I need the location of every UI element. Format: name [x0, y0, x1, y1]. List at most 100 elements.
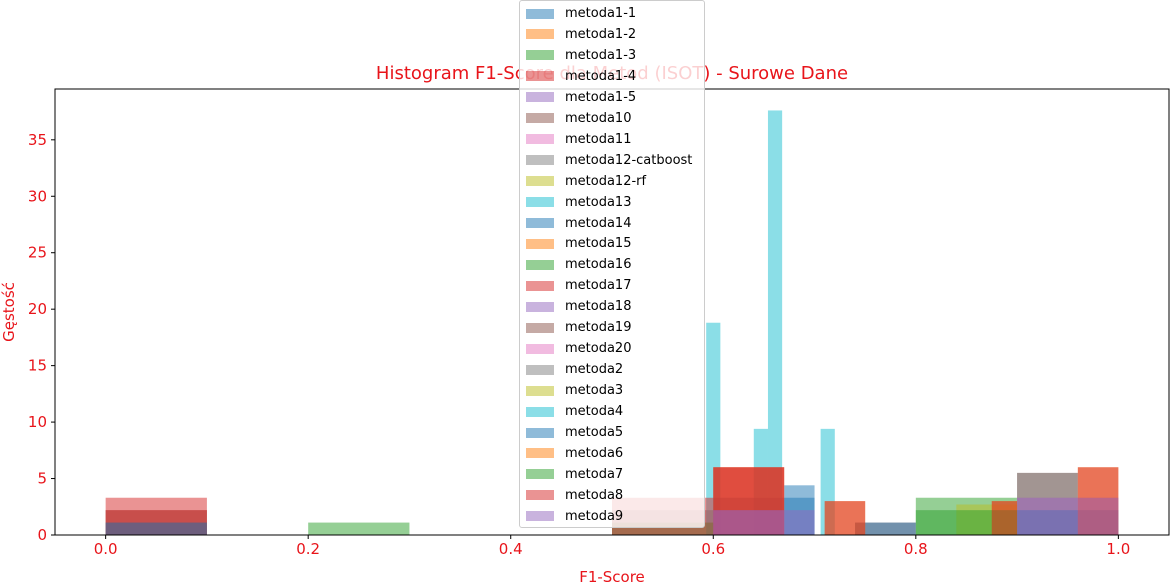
y-tick-label-6: 30: [28, 187, 47, 205]
legend-label-metoda17: metoda17: [565, 278, 632, 294]
legend-swatch-metoda14: [526, 218, 554, 228]
legend-item-metoda18: metoda18: [526, 296, 631, 317]
legend-label-metoda9: metoda9: [565, 508, 624, 524]
legend-item-metoda10: metoda10: [526, 108, 631, 129]
legend-swatch-metoda10: [526, 113, 554, 124]
legend-item-metoda8: metoda8: [526, 485, 623, 506]
legend-label-metoda12-catboost: metoda12-catboost: [565, 152, 693, 168]
legend-item-metoda19: metoda19: [526, 317, 631, 338]
legend-label-metoda19: metoda19: [565, 320, 632, 336]
y-tick-label-1: 5: [37, 470, 47, 488]
legend-item-metoda1-3: metoda1-3: [526, 45, 636, 66]
legend-item-metoda12-rf: metoda12-rf: [526, 171, 646, 192]
y-tick-label-3: 15: [28, 357, 47, 375]
bar-metoda16-0: [308, 522, 410, 535]
legend-label-metoda10: metoda10: [565, 110, 632, 126]
bar-metoda8-1: [824, 501, 866, 535]
x-tick-label-2: 0.4: [499, 540, 523, 558]
x-tick-label-3: 0.6: [701, 540, 725, 558]
legend-swatch-metoda6: [526, 448, 554, 459]
legend-swatch-metoda7: [526, 469, 554, 480]
x-axis-ticks: 0.0 0.2 0.4 0.6 0.8 1.0: [94, 535, 1130, 558]
bar-metoda13-2: [767, 110, 783, 535]
y-tick-label-5: 25: [28, 244, 47, 262]
legend-item-metoda20: metoda20: [526, 338, 631, 359]
legend-item-metoda1-2: metoda1-2: [526, 24, 636, 45]
legend: metoda1-1 metoda1-2 metoda1-3 metoda1-4 meto…: [519, 0, 705, 528]
legend-item-metoda6: metoda6: [526, 443, 623, 464]
y-axis-ticks: 0 5 10 15 20 25 30 35: [28, 131, 55, 544]
x-axis-label: F1-Score: [579, 568, 645, 586]
legend-swatch-metoda1-2: [526, 29, 554, 40]
legend-swatch-metoda2: [526, 364, 554, 375]
legend-label-metoda1-4: metoda1-4: [565, 68, 637, 84]
x-tick-label-5: 1.0: [1106, 540, 1130, 558]
legend-label-metoda12-rf: metoda12-rf: [565, 173, 647, 189]
legend-item-metoda16: metoda16: [526, 254, 631, 275]
legend-label-metoda5: metoda5: [565, 425, 624, 440]
legend-swatch-metoda13: [526, 197, 554, 208]
legend-label-metoda15: metoda15: [565, 236, 632, 252]
x-tick-label-1: 0.2: [296, 540, 320, 558]
legend-swatch-metoda4: [526, 406, 554, 417]
legend-label-metoda2: metoda2: [565, 362, 624, 378]
legend-swatch-metoda1-5: [526, 92, 554, 103]
legend-item-metoda2: metoda2: [526, 359, 623, 380]
legend-swatch-metoda20: [526, 343, 554, 354]
legend-item-metoda1-4: metoda1-4: [526, 66, 636, 87]
legend-item-metoda11: metoda11: [526, 129, 631, 150]
legend-label-metoda1-3: metoda1-3: [565, 47, 637, 63]
legend-label-metoda7: metoda7: [565, 466, 624, 482]
legend-label-metoda1-5: metoda1-5: [565, 89, 637, 105]
legend-item-metoda7: metoda7: [526, 464, 623, 485]
legend-item-metoda1-1: metoda1-1: [526, 3, 636, 24]
legend-item-metoda13: metoda13: [526, 192, 631, 213]
legend-swatch-metoda3: [526, 385, 554, 396]
legend-item-metoda1-5: metoda1-5: [526, 87, 636, 108]
legend-label-metoda13: metoda13: [565, 194, 632, 210]
legend-label-metoda8: metoda8: [565, 487, 624, 503]
bar-metoda8-3: [991, 501, 1018, 535]
y-axis-label: Gęstość: [0, 282, 18, 342]
bar-metoda5-1: [855, 522, 916, 535]
legend-swatch-metoda15: [526, 238, 554, 249]
legend-swatch-metoda1-4: [526, 71, 554, 82]
legend-swatch-metoda1-1: [526, 8, 554, 19]
legend-swatch-metoda18: [526, 301, 554, 312]
legend-label-metoda14: metoda14: [565, 215, 632, 231]
legend-label-metoda18: metoda18: [565, 299, 632, 315]
legend-swatch-metoda5: [526, 427, 554, 438]
x-tick-label-4: 0.8: [904, 540, 928, 558]
legend-label-metoda4: metoda4: [565, 404, 624, 420]
legend-swatch-metoda12-rf: [526, 176, 554, 187]
legend-swatch-metoda8: [526, 490, 554, 501]
legend-swatch-metoda16: [526, 259, 554, 270]
legend-item-metoda5: metoda5: [526, 422, 623, 443]
legend-swatch-metoda11: [526, 134, 554, 145]
legend-item-metoda14: metoda14: [526, 213, 631, 234]
legend-swatch-metoda17: [526, 280, 554, 291]
x-tick-label-0: 0.0: [94, 540, 118, 558]
legend-item-metoda17: metoda17: [526, 275, 631, 296]
legend-item-metoda3: metoda3: [526, 380, 623, 401]
y-tick-label-4: 20: [28, 300, 47, 318]
y-tick-label-2: 10: [28, 413, 47, 431]
legend-item-metoda4: metoda4: [526, 401, 623, 422]
legend-label-metoda3: metoda3: [565, 383, 624, 399]
legend-label-metoda16: metoda16: [565, 257, 632, 273]
legend-item-metoda15: metoda15: [526, 233, 631, 254]
legend-label-metoda1-2: metoda1-2: [565, 26, 637, 42]
legend-item-metoda12-catboost: metoda12-catboost: [526, 150, 692, 171]
legend-label-metoda20: metoda20: [565, 341, 632, 357]
legend-label-metoda1-1: metoda1-1: [565, 6, 637, 21]
bar-metoda5-0: [105, 522, 207, 535]
legend-item-metoda9: metoda9: [526, 506, 623, 527]
legend-label-metoda6: metoda6: [565, 445, 624, 461]
legend-swatch-metoda12-catboost: [526, 155, 554, 166]
legend-swatch-metoda19: [526, 322, 554, 333]
y-tick-label-0: 0: [37, 526, 47, 544]
bar-metoda9-1: [1017, 497, 1119, 535]
legend-swatch-metoda9: [526, 511, 554, 522]
y-tick-label-7: 35: [28, 131, 47, 149]
bar-metoda9-0: [713, 510, 815, 535]
